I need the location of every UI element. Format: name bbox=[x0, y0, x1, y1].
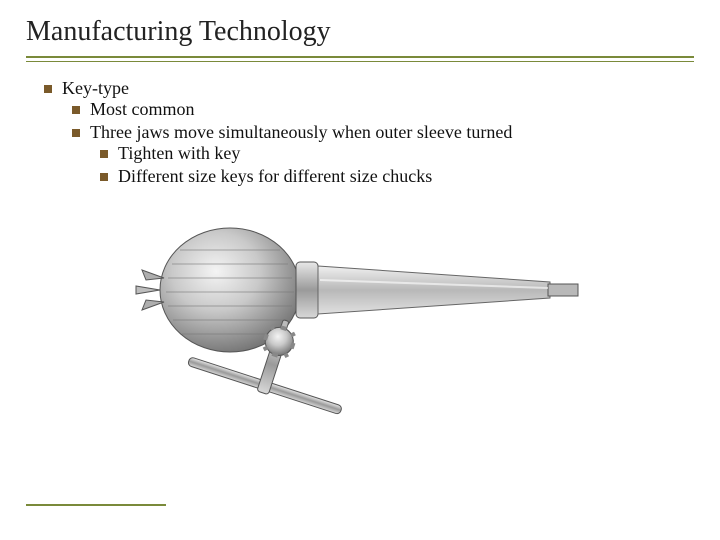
square-bullet-icon bbox=[100, 150, 108, 158]
list-item: Key-type Most common Three jaws move sim… bbox=[44, 78, 694, 187]
footer-accent-line bbox=[26, 504, 166, 506]
title-rule-thick bbox=[26, 56, 694, 58]
list-item: Three jaws move simultaneously when oute… bbox=[72, 122, 694, 187]
bullet-list-level3: Tighten with key Different size keys for… bbox=[72, 143, 694, 187]
bullet-text: Tighten with key bbox=[118, 143, 240, 163]
page-title: Manufacturing Technology bbox=[26, 16, 694, 48]
square-bullet-icon bbox=[72, 106, 80, 114]
list-item: Most common bbox=[72, 99, 694, 120]
bullet-text: Most common bbox=[90, 99, 195, 119]
square-bullet-icon bbox=[44, 85, 52, 93]
drill-chuck-illustration bbox=[120, 200, 620, 480]
square-bullet-icon bbox=[72, 129, 80, 137]
bullet-text: Different size keys for different size c… bbox=[118, 166, 432, 186]
drill-chuck-svg bbox=[120, 200, 620, 480]
list-item: Different size keys for different size c… bbox=[100, 166, 694, 187]
bullet-text: Key-type bbox=[62, 78, 129, 98]
square-bullet-icon bbox=[100, 173, 108, 181]
list-item: Tighten with key bbox=[100, 143, 694, 164]
bullet-text: Three jaws move simultaneously when oute… bbox=[90, 122, 512, 142]
bullet-list-level1: Key-type Most common Three jaws move sim… bbox=[26, 78, 694, 187]
title-rule-thin bbox=[26, 61, 694, 62]
bullet-list-level2: Most common Three jaws move simultaneous… bbox=[44, 99, 694, 187]
slide-container: Manufacturing Technology Key-type Most c… bbox=[0, 0, 720, 540]
